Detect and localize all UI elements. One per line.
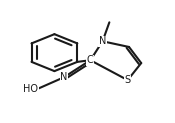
Text: N: N xyxy=(60,72,68,82)
Text: N: N xyxy=(99,36,106,46)
Text: HO: HO xyxy=(23,84,38,94)
Text: C: C xyxy=(87,55,94,65)
Text: S: S xyxy=(125,75,131,85)
